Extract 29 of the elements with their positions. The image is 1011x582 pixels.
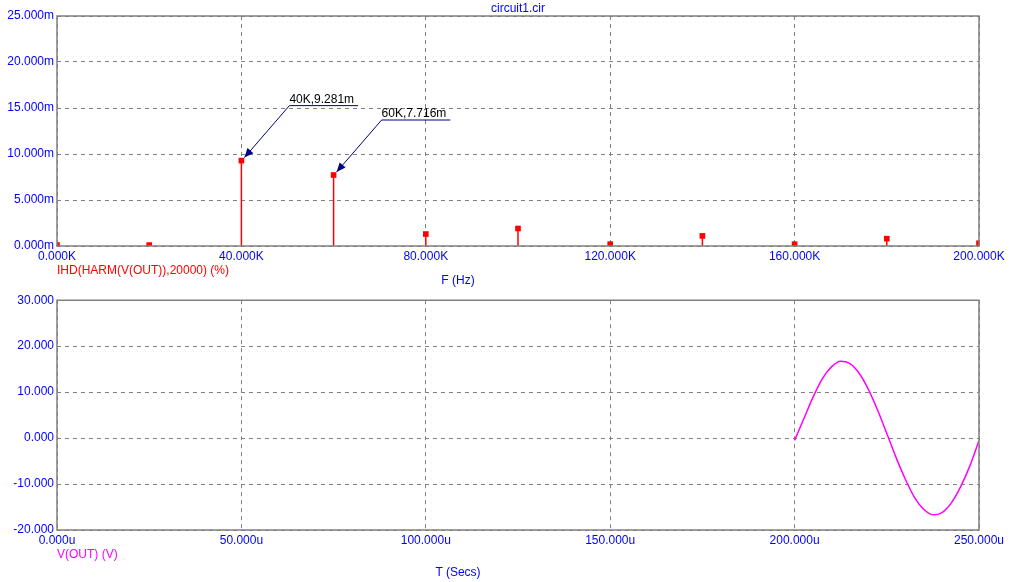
- y-tick-label: 5.000m: [13, 192, 54, 207]
- series-label: IHD(HARM(V(OUT)),20000) (%): [57, 263, 230, 277]
- y-tick-label: 0.000: [23, 430, 55, 445]
- y-tick-label: 20.000m: [7, 54, 54, 69]
- y-tick-label: 30.000: [17, 292, 55, 307]
- x-tick-label: 150.000u: [585, 532, 636, 547]
- x-tick-label: 0.000K: [37, 248, 77, 263]
- x-axis-title: F (Hz): [441, 273, 475, 287]
- x-tick-label: 80.000K: [403, 248, 449, 263]
- x-axis-title: T (Secs): [435, 565, 481, 579]
- y-tick-label: 15.000m: [7, 100, 54, 115]
- y-tick-label: 20.000: [17, 338, 55, 353]
- x-tick-label: 160.000K: [768, 248, 821, 263]
- annotation: 60K,7.716m: [381, 106, 447, 121]
- x-tick-label: 200.000K: [953, 248, 1005, 263]
- y-tick-label: 10.000m: [7, 146, 54, 161]
- y-tick-label: 25.000m: [7, 8, 54, 23]
- annotation: 40K,9.281m: [289, 91, 355, 106]
- text: V(OUT) (V): [57, 547, 118, 561]
- x-tick-label: 200.000u: [769, 532, 820, 547]
- y-tick-label: 10.000: [17, 384, 55, 399]
- x-tick-label: 120.000K: [584, 248, 636, 263]
- y-tick-label: -10.000: [13, 476, 55, 491]
- chart-title: circuit1.cir: [490, 1, 546, 15]
- x-tick-label: 50.000u: [219, 532, 264, 547]
- x-tick-label: 40.000K: [219, 248, 264, 263]
- x-tick-label: 100.000u: [400, 532, 451, 547]
- x-tick-label: 0.000u: [38, 532, 76, 547]
- x-tick-label: 250.000u: [953, 532, 1005, 547]
